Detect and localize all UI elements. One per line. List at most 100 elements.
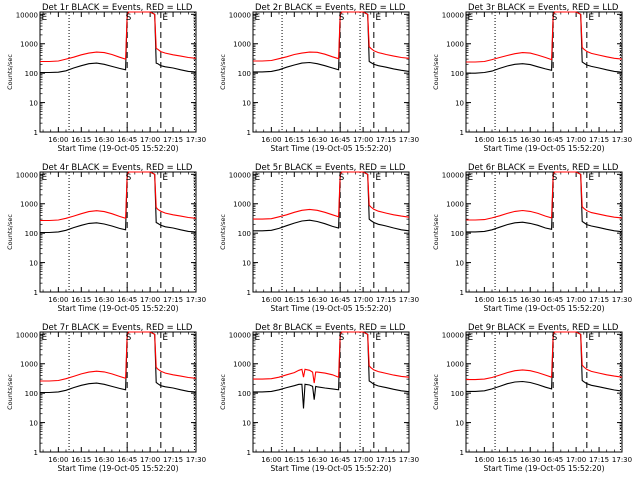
y-axis-label: Counts/sec — [6, 54, 14, 90]
marker-label-s: S — [126, 13, 132, 23]
events-series-line — [40, 11, 197, 74]
marker-label-end: E — [162, 173, 168, 183]
y-tick-label: 10 — [242, 420, 251, 428]
marker-label-start: E — [468, 333, 474, 343]
marker-label-end: E — [375, 173, 381, 183]
y-tick-label: 100 — [451, 230, 464, 238]
chart-panel-7: Det 7r BLACK = Events, RED = LLD 1 10 100 10… — [6, 323, 206, 473]
y-tick-label: 1 — [247, 449, 251, 457]
marker-label-end: E — [162, 13, 168, 23]
x-tick-label: 17:15 — [589, 136, 609, 144]
x-tick-label: 16:45 — [543, 456, 563, 464]
y-tick-label: 1 — [34, 289, 38, 297]
y-tick-label: 1 — [247, 129, 251, 137]
marker-label-start: E — [255, 333, 261, 343]
marker-label-s: S — [552, 333, 558, 343]
marker-label-end: E — [588, 333, 594, 343]
chart-panel-5: Det 5r BLACK = Events, RED = LLD 1 10 100 10… — [219, 163, 419, 313]
x-tick-label: 16:45 — [117, 456, 137, 464]
x-tick-label: 16:30 — [307, 136, 327, 144]
plot-frame — [465, 331, 623, 453]
lld-series-line — [466, 331, 623, 381]
x-axis-label: Start Time (19-Oct-05 15:52:20) — [483, 304, 604, 313]
y-tick-label: 1000 — [20, 201, 38, 209]
x-tick-label: 16:00 — [261, 296, 281, 304]
y-tick-label: 10000 — [16, 11, 38, 19]
lld-series-line — [466, 171, 623, 221]
plot-frame — [39, 11, 197, 133]
marker-label-s: S — [126, 333, 132, 343]
y-axis-label: Counts/sec — [219, 374, 227, 410]
marker-label-s: S — [339, 333, 345, 343]
x-axis-label: Start Time (19-Oct-05 15:52:20) — [270, 304, 391, 313]
lld-series-line — [253, 171, 410, 220]
x-tick-label: 16:45 — [543, 136, 563, 144]
y-tick-label: 10000 — [16, 171, 38, 179]
marker-label-start: E — [42, 333, 48, 343]
y-tick-label: 1 — [460, 129, 464, 137]
x-axis-label: Start Time (19-Oct-05 15:52:20) — [483, 144, 604, 153]
marker-label-s: S — [552, 173, 558, 183]
lld-series-line — [253, 331, 410, 384]
x-tick-label: 16:15 — [71, 456, 91, 464]
events-series-line — [253, 331, 410, 409]
y-tick-label: 1 — [34, 449, 38, 457]
y-tick-label: 10 — [29, 260, 38, 268]
y-axis-label: Counts/sec — [432, 54, 440, 90]
y-tick-label: 100 — [238, 70, 251, 78]
x-tick-label: 17:30 — [399, 456, 419, 464]
marker-label-end: E — [162, 333, 168, 343]
x-tick-label: 17:00 — [353, 296, 373, 304]
x-tick-label: 16:00 — [474, 296, 494, 304]
y-tick-label: 1000 — [446, 361, 464, 369]
x-tick-label: 17:00 — [140, 296, 160, 304]
y-tick-label: 10 — [29, 420, 38, 428]
chart-title: Det 6r BLACK = Events, RED = LLD — [468, 163, 619, 173]
x-tick-label: 16:45 — [543, 296, 563, 304]
x-tick-label: 17:30 — [186, 296, 206, 304]
x-tick-label: 16:00 — [474, 456, 494, 464]
marker-label-start: E — [42, 13, 48, 23]
x-tick-label: 17:15 — [376, 456, 396, 464]
y-tick-label: 1000 — [446, 201, 464, 209]
y-tick-label: 10 — [242, 260, 251, 268]
y-tick-label: 10000 — [442, 331, 464, 339]
x-tick-label: 16:15 — [71, 296, 91, 304]
x-tick-label: 16:45 — [330, 456, 350, 464]
y-tick-label: 1000 — [233, 41, 251, 49]
y-axis-label: Counts/sec — [219, 54, 227, 90]
y-tick-label: 100 — [238, 390, 251, 398]
chart-title: Det 9r BLACK = Events, RED = LLD — [468, 323, 619, 333]
chart-panel-1: Det 1r BLACK = Events, RED = LLD 1 10 100 10… — [6, 3, 206, 153]
x-tick-label: 17:15 — [163, 136, 183, 144]
x-axis-label: Start Time (19-Oct-05 15:52:20) — [483, 464, 604, 473]
x-axis-label: Start Time (19-Oct-05 15:52:20) — [57, 304, 178, 313]
x-tick-label: 16:30 — [94, 296, 114, 304]
y-tick-label: 100 — [25, 230, 38, 238]
marker-label-s: S — [552, 13, 558, 23]
chart-panel-6: Det 6r BLACK = Events, RED = LLD 1 10 100 10… — [432, 163, 632, 313]
plot-frame — [252, 11, 410, 133]
y-tick-label: 1000 — [233, 361, 251, 369]
x-tick-label: 16:15 — [284, 296, 304, 304]
chart-title: Det 4r BLACK = Events, RED = LLD — [42, 163, 193, 173]
events-series-line — [253, 11, 410, 73]
y-tick-label: 1 — [247, 289, 251, 297]
events-series-line — [466, 11, 623, 74]
y-axis-label: Counts/sec — [219, 214, 227, 250]
x-tick-label: 16:15 — [497, 296, 517, 304]
x-tick-label: 17:15 — [376, 296, 396, 304]
y-tick-label: 10 — [242, 100, 251, 108]
chart-title: Det 1r BLACK = Events, RED = LLD — [42, 3, 193, 13]
marker-label-end: E — [588, 13, 594, 23]
y-tick-label: 1000 — [20, 41, 38, 49]
x-tick-label: 16:45 — [117, 296, 137, 304]
chart-title: Det 2r BLACK = Events, RED = LLD — [255, 3, 406, 13]
lld-series-line — [466, 11, 623, 63]
y-tick-label: 10 — [455, 260, 464, 268]
y-tick-label: 1 — [460, 449, 464, 457]
marker-label-start: E — [468, 13, 474, 23]
events-series-line — [466, 171, 623, 233]
x-axis-label: Start Time (19-Oct-05 15:52:20) — [270, 144, 391, 153]
lld-series-line — [40, 11, 197, 63]
